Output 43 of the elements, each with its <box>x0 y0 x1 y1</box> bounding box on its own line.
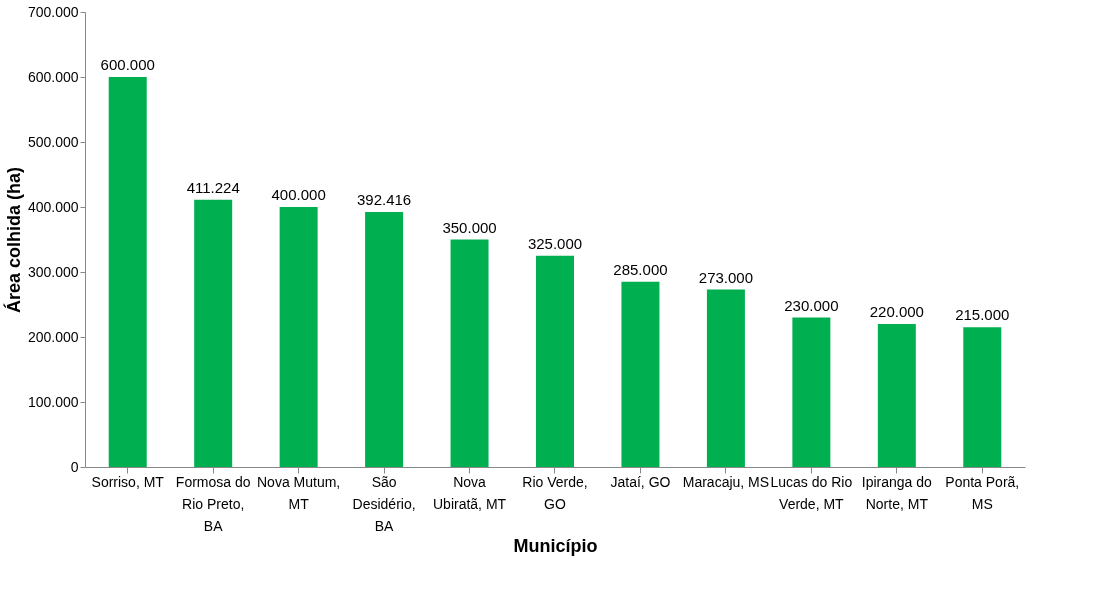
data-label: 273.000 <box>698 268 754 286</box>
bar <box>877 324 916 467</box>
data-label: 230.000 <box>784 296 839 314</box>
bar <box>108 77 147 467</box>
x-tick-label: Formosa do Rio Preto, BA <box>175 473 251 534</box>
y-tick-label: 500.000 <box>27 133 79 150</box>
data-label: 400.000 <box>271 186 326 203</box>
bar <box>279 207 318 467</box>
y-tick-label: 600.000 <box>27 68 79 85</box>
bar <box>706 289 745 467</box>
bar <box>536 255 574 467</box>
x-tick-label: Jataí, GO <box>610 473 671 490</box>
x-tick-label: Lucas do Rio Verde, MT <box>770 473 853 512</box>
bar <box>194 199 233 467</box>
y-tick-label: 200.000 <box>27 328 79 345</box>
data-label: 220.000 <box>869 303 924 320</box>
x-tick-label: Maracaju, MS <box>682 473 770 490</box>
x-tick-label: Rio Verde, GO <box>522 473 588 512</box>
bar <box>450 239 489 467</box>
y-tick-label: 100.000 <box>27 393 79 410</box>
y-tick-label: 700.000 <box>27 3 79 20</box>
bar <box>792 317 831 467</box>
x-tick-label: Ipiranga do Norte, MT <box>861 473 933 512</box>
y-tick-label: 400.000 <box>27 198 79 215</box>
x-tick-label: Nova Ubiratã, MT <box>432 473 507 512</box>
y-axis-title: Área colhida (ha) <box>2 166 24 314</box>
bar <box>963 327 1002 467</box>
x-tick-label: Ponta Porã, MS <box>945 473 1020 512</box>
data-label: 325.000 <box>527 234 583 252</box>
x-tick-label: Sorriso, MT <box>91 473 165 490</box>
y-tick-label: 300.000 <box>27 263 79 280</box>
bar <box>621 281 660 467</box>
data-label: 411.224 <box>186 178 240 196</box>
x-tick-label: Nova Mutum, MT <box>257 473 341 512</box>
y-tick-label: 0 <box>70 458 79 475</box>
data-label: 215.000 <box>955 306 1010 324</box>
data-label: 350.000 <box>442 218 497 236</box>
data-label: 285.000 <box>613 260 668 278</box>
x-axis-title: Município <box>513 535 598 556</box>
data-label: 392.416 <box>356 190 412 208</box>
x-tick-label: São Desidério, BA <box>352 473 416 534</box>
bar <box>365 211 404 467</box>
data-label: 600.000 <box>100 56 155 73</box>
